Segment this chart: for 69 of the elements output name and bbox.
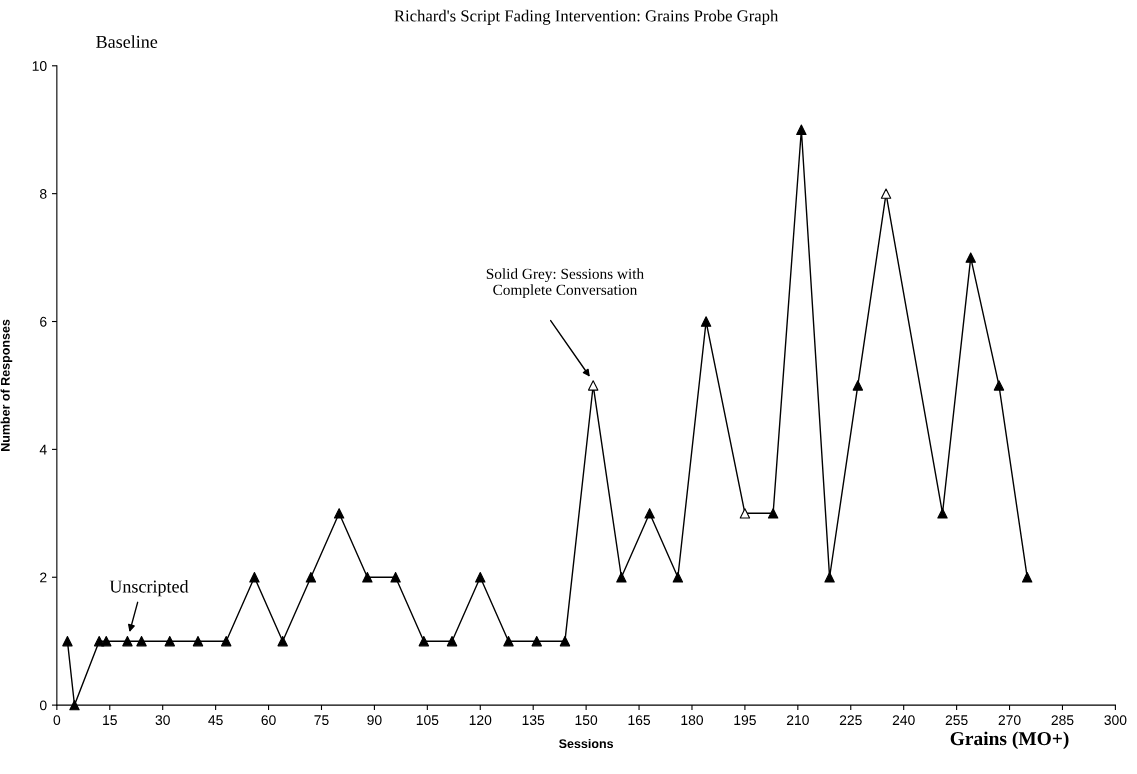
point (531, 635, 542, 647)
x-tick-label: 165 (628, 715, 651, 726)
point (503, 635, 514, 647)
point (418, 635, 430, 647)
point (993, 380, 1005, 391)
point (101, 635, 112, 647)
x-tick-label: 285 (1051, 715, 1074, 726)
point (164, 635, 175, 647)
x-tick-label: 240 (892, 715, 915, 726)
x-tick-label: 75 (314, 715, 329, 726)
point (880, 188, 892, 199)
x-tick-label: 150 (575, 715, 598, 726)
point (1021, 572, 1033, 583)
point (390, 572, 401, 583)
x-tick-label: 195 (734, 715, 756, 726)
point (69, 699, 80, 711)
y-tick-label: 8 (40, 188, 47, 199)
point (672, 572, 684, 583)
x-tick-label: 105 (416, 715, 439, 726)
point (362, 572, 373, 583)
x-tick-label: 210 (786, 715, 809, 726)
y-tick-label: 4 (39, 444, 47, 455)
chart-title: Richard's Script Fading Intervention: Grains Probe Graph (394, 9, 779, 25)
point (446, 635, 458, 647)
point (767, 508, 779, 519)
y-axis-title: Number of Responses (0, 319, 13, 451)
x-tick-label: 90 (367, 715, 382, 726)
annotation: Solid Grey: Sessions with Complete Conversation (486, 268, 644, 299)
x-axis-title: Sessions (559, 738, 614, 749)
x-tick-label: 0 (53, 715, 61, 726)
point (852, 380, 864, 391)
y-tick-label: 2 (40, 572, 47, 583)
point (136, 635, 147, 647)
annotation: Unscripted (109, 579, 189, 597)
point (644, 508, 655, 519)
x-tick-label: 255 (945, 715, 968, 726)
point (333, 508, 345, 519)
x-tick-label: 180 (681, 715, 704, 726)
point (277, 635, 288, 647)
point (475, 572, 486, 583)
point (965, 252, 976, 263)
text: Baseline (96, 35, 158, 48)
point (739, 508, 751, 519)
point (192, 635, 204, 647)
x-tick-label: 270 (998, 715, 1021, 726)
point (249, 572, 260, 583)
point (62, 635, 73, 647)
x-tick-label: 120 (469, 715, 492, 726)
point (122, 635, 133, 647)
text: Grains (MO+) (950, 731, 1069, 750)
x-tick-label: 135 (522, 715, 545, 726)
x-tick-label: 300 (1104, 715, 1127, 726)
point (587, 380, 599, 391)
point (796, 124, 807, 135)
x-tick-label: 60 (261, 715, 276, 726)
y-tick-label: 10 (32, 61, 47, 71)
point (824, 572, 835, 583)
point (559, 635, 571, 647)
point (305, 572, 317, 583)
x-tick-label: 15 (103, 715, 117, 726)
point (937, 508, 948, 519)
y-tick-label: 0 (39, 700, 47, 711)
point (700, 316, 712, 327)
y-tick-label: 6 (40, 316, 47, 327)
x-tick-label: 225 (839, 715, 862, 726)
point (616, 572, 627, 583)
point (221, 635, 232, 647)
x-tick-label: 45 (208, 715, 223, 726)
x-tick-label: 30 (155, 715, 170, 726)
